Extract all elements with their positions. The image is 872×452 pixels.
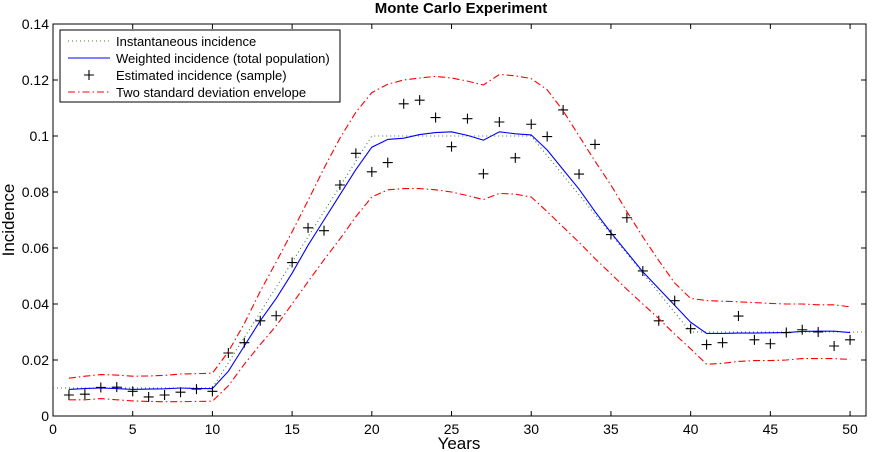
x-tick-label: 50 xyxy=(842,421,858,437)
x-axis-label: Years xyxy=(438,434,481,452)
sample-point xyxy=(542,131,553,142)
sample-point xyxy=(271,310,282,321)
sample-point xyxy=(239,337,250,348)
y-axis-label: Incidence xyxy=(0,184,18,257)
legend-label: Estimated incidence (sample) xyxy=(116,68,287,83)
sample-point xyxy=(319,225,329,236)
sample-point xyxy=(574,169,585,180)
sample-point xyxy=(701,339,712,350)
sample-point xyxy=(414,95,425,106)
sample-point xyxy=(845,334,856,345)
sample-point xyxy=(382,157,393,168)
sample-point xyxy=(669,295,680,306)
sample-point xyxy=(733,311,744,322)
sample-point xyxy=(79,389,90,400)
sample-point xyxy=(95,382,106,393)
sample-point xyxy=(207,386,218,397)
x-tick-label: 0 xyxy=(49,421,57,437)
sample-point xyxy=(111,382,122,393)
y-tick-label: 0.08 xyxy=(22,184,49,200)
sample-point xyxy=(159,390,170,400)
sample-point xyxy=(526,119,537,130)
legend-swatch xyxy=(84,70,94,80)
x-tick-label: 5 xyxy=(129,421,137,437)
sample-point xyxy=(223,348,234,358)
envelope-lower-line xyxy=(68,188,851,403)
sample-point xyxy=(510,152,521,163)
x-axis: 0 5 10 15 20 25 30 35 40 45 50 xyxy=(49,24,858,437)
plot-area xyxy=(53,73,866,403)
sample-point xyxy=(717,337,728,348)
legend-label: Instantaneous incidence xyxy=(116,34,256,49)
sample-point xyxy=(653,315,664,326)
y-tick-label: 0.14 xyxy=(22,16,49,32)
sample-point xyxy=(749,334,760,345)
sample-point xyxy=(446,141,457,152)
sample-point xyxy=(797,324,808,335)
y-tick-label: 0.1 xyxy=(30,128,50,144)
sample-point xyxy=(287,257,298,268)
legend-box xyxy=(59,29,341,103)
y-tick-label: 0 xyxy=(41,408,49,424)
y-tick-label: 0.04 xyxy=(22,296,49,312)
y-axis: 0 0.02 0.04 0.06 0.08 0.1 0.12 0.14 xyxy=(22,16,866,424)
legend: Instantaneous incidence Weighted incidenc… xyxy=(59,29,341,103)
x-tick-label: 30 xyxy=(523,421,539,437)
legend-label: Weighted incidence (total population) xyxy=(116,51,330,66)
x-tick-label: 25 xyxy=(444,421,460,437)
sample-point xyxy=(143,391,154,402)
sample-point xyxy=(478,168,489,179)
sample-point xyxy=(462,113,473,124)
sample-point xyxy=(303,222,314,233)
sample-point xyxy=(255,315,266,326)
x-tick-label: 35 xyxy=(603,421,619,437)
sample-point xyxy=(558,104,569,115)
sample-point xyxy=(590,139,600,150)
sample-point xyxy=(430,112,441,123)
sample-point xyxy=(494,117,505,127)
sample-point xyxy=(191,384,202,395)
x-tick-label: 40 xyxy=(683,421,699,437)
y-tick-label: 0.06 xyxy=(22,240,49,256)
sample-point xyxy=(334,180,345,190)
sample-point xyxy=(829,341,840,351)
sample-point xyxy=(813,327,824,337)
sample-point xyxy=(398,98,409,109)
envelope-upper-line xyxy=(68,73,851,379)
y-tick-label: 0.12 xyxy=(22,72,49,88)
sample-point xyxy=(63,390,74,400)
sample-point xyxy=(605,229,616,240)
sample-point xyxy=(637,265,648,276)
sample-point xyxy=(127,386,138,397)
sample-point xyxy=(350,148,361,159)
x-tick-label: 45 xyxy=(763,421,779,437)
y-tick-label: 0.02 xyxy=(22,352,49,368)
sample-point xyxy=(621,212,632,223)
x-tick-label: 15 xyxy=(284,421,300,437)
sample-point xyxy=(175,387,186,398)
legend-label: Two standard deviation envelope xyxy=(116,85,306,100)
sample-point xyxy=(366,166,377,177)
sample-point xyxy=(781,327,792,338)
x-tick-label: 10 xyxy=(205,421,221,437)
sample-point xyxy=(685,323,696,334)
x-tick-label: 20 xyxy=(364,421,380,437)
sample-point xyxy=(765,338,776,349)
chart-title: Monte Carlo Experiment xyxy=(375,0,548,17)
